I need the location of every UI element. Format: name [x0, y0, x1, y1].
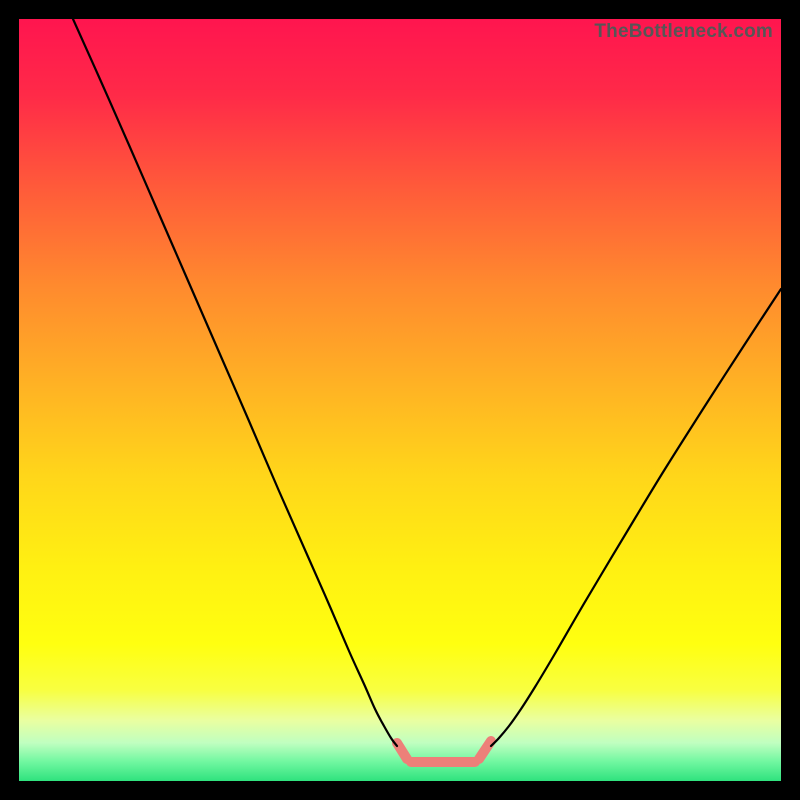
left-curve — [73, 19, 397, 746]
watermark-text: TheBottleneck.com — [594, 21, 773, 43]
bottom-band — [397, 741, 491, 762]
plot-area: TheBottleneck.com — [19, 19, 781, 781]
chart-frame: TheBottleneck.com — [0, 0, 800, 800]
right-curve — [491, 289, 781, 746]
bottleneck-curves — [19, 19, 781, 781]
